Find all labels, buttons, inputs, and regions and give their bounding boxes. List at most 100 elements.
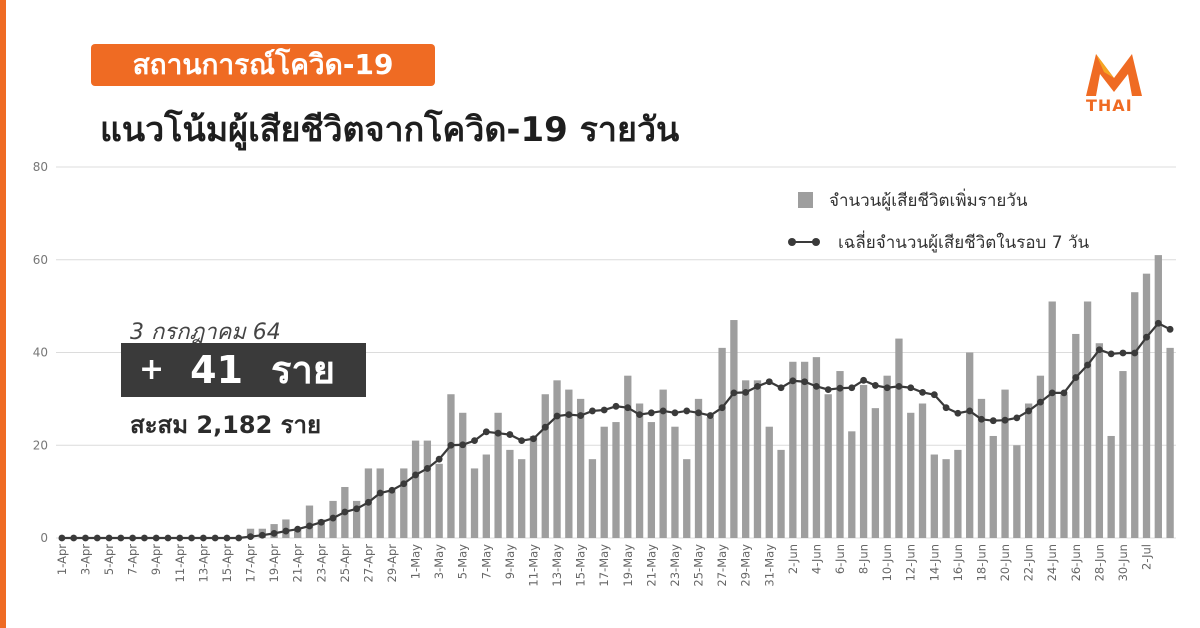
chart-legend: จำนวนผู้เสียชีวิตเพิ่มรายวัน เฉลี่ยจำนวน… — [788, 185, 1089, 269]
avg-point — [978, 415, 985, 423]
avg-point — [93, 534, 101, 542]
avg-point — [1154, 319, 1162, 327]
y-tick-label: 40 — [33, 346, 48, 360]
bar — [777, 449, 785, 538]
avg-point — [541, 423, 549, 431]
avg-point — [777, 384, 785, 392]
bar — [482, 454, 490, 538]
x-tick-label: 24-Jun — [1045, 544, 1059, 581]
x-tick-label: 17-Apr — [244, 544, 258, 583]
x-tick-label: 14-Jun — [927, 544, 941, 581]
bar — [730, 320, 738, 538]
avg-point — [659, 407, 667, 415]
x-tick-label: 23-Apr — [314, 544, 328, 583]
bar — [376, 468, 384, 538]
avg-point — [353, 505, 361, 513]
y-tick-label: 80 — [33, 160, 48, 174]
avg-point — [1107, 350, 1115, 358]
x-tick-label: 29-May — [739, 544, 753, 587]
avg-point — [188, 534, 195, 542]
avg-point — [624, 404, 632, 412]
avg-point — [376, 489, 384, 497]
avg-point — [1166, 325, 1174, 333]
avg-point — [105, 534, 113, 542]
avg-point — [211, 534, 219, 542]
x-tick-label: 5-Apr — [102, 544, 116, 575]
avg-point — [70, 534, 78, 542]
x-tick-label: 26-Jun — [1069, 544, 1083, 581]
avg-point — [270, 529, 278, 537]
bar — [1142, 273, 1151, 538]
bar — [1060, 394, 1068, 538]
bar — [671, 426, 679, 538]
avg-point — [447, 441, 455, 449]
avg-point — [1060, 389, 1068, 397]
x-tick-label: 15-May — [574, 544, 588, 587]
bar — [317, 519, 325, 538]
x-tick-label: 25-May — [692, 544, 706, 587]
avg-point — [1143, 333, 1150, 341]
bar — [789, 361, 797, 538]
avg-point — [1072, 374, 1080, 381]
x-tick-label: 6-Jun — [833, 544, 847, 574]
bar — [1048, 301, 1056, 538]
avg-point — [801, 378, 809, 386]
avg-point — [1001, 416, 1009, 424]
x-tick-label: 11-Apr — [173, 544, 187, 583]
x-tick-label: 1-May — [409, 544, 423, 579]
avg-point — [813, 382, 820, 390]
bar — [871, 408, 880, 538]
bar — [1107, 435, 1115, 538]
bar — [1095, 343, 1104, 538]
avg-point — [577, 412, 585, 419]
x-tick-label: 12-Jun — [904, 544, 918, 581]
today-unit: ราย — [271, 348, 336, 392]
avg-point — [683, 407, 691, 415]
legend-line-swatch — [788, 238, 820, 246]
avg-point — [482, 428, 490, 436]
avg-point — [365, 498, 372, 506]
bar — [400, 468, 408, 538]
avg-point — [860, 376, 867, 384]
bar — [718, 347, 726, 538]
avg-point — [329, 514, 337, 522]
bar — [635, 403, 644, 538]
y-tick-label: 0 — [40, 531, 48, 545]
legend-line: เฉลี่ยจำนวนผู้เสียชีวิตในรอบ 7 วัน — [788, 227, 1089, 257]
mthai-logo — [1086, 54, 1142, 96]
avg-point — [1131, 349, 1139, 357]
avg-point — [765, 378, 773, 386]
avg-point — [883, 384, 891, 392]
bar — [683, 459, 691, 538]
bar — [435, 463, 443, 538]
bar — [1036, 375, 1045, 538]
bar — [942, 459, 950, 538]
logo-text: THAI — [1086, 96, 1133, 115]
x-tick-label: 2-Jun — [786, 544, 800, 574]
avg-point — [553, 412, 561, 420]
avg-point — [129, 534, 137, 542]
bar — [966, 352, 974, 538]
x-tick-label: 7-Apr — [126, 544, 140, 575]
avg-point — [919, 388, 926, 396]
x-tick-label: 18-Jun — [974, 544, 988, 581]
bar — [800, 361, 809, 538]
bar — [541, 394, 549, 538]
avg-point — [306, 522, 313, 530]
avg-point — [152, 534, 160, 542]
bar — [1154, 255, 1162, 539]
avg-point — [176, 534, 184, 542]
x-tick-label: 17-May — [597, 544, 611, 587]
chart-title: แนวโน้มผู้เสียชีวิตจากโควิด-19 รายวัน — [100, 110, 680, 150]
bar — [411, 440, 420, 538]
bar — [1131, 292, 1139, 538]
avg-point — [966, 407, 974, 415]
avg-point — [942, 404, 950, 412]
avg-point — [258, 531, 266, 539]
bar — [907, 412, 915, 538]
avg-point — [1095, 346, 1103, 354]
bar — [506, 449, 514, 538]
bar — [895, 338, 903, 538]
left-accent-bar — [0, 0, 6, 628]
bar — [447, 394, 455, 538]
